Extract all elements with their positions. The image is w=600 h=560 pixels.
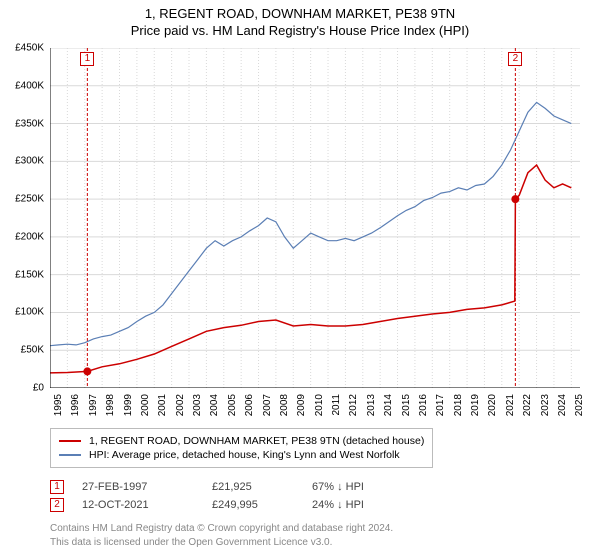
- legend-label: HPI: Average price, detached house, King…: [89, 449, 400, 461]
- x-tick-label: 2011: [331, 394, 342, 416]
- legend-box: 1, REGENT ROAD, DOWNHAM MARKET, PE38 9TN…: [50, 428, 433, 468]
- y-tick-label: £350K: [15, 118, 44, 129]
- x-axis-labels: 1995 1996 1997 1998 1999 2000 2001 2002 2003 2004…: [50, 390, 580, 430]
- y-tick-label: £450K: [15, 43, 44, 54]
- x-tick-label: 2021: [505, 394, 516, 416]
- y-tick-label: £400K: [15, 80, 44, 91]
- x-tick-label: 2005: [227, 394, 238, 416]
- attribution-footer: Contains HM Land Registry data © Crown c…: [50, 522, 393, 549]
- x-tick-label: 2016: [418, 394, 429, 416]
- x-tick-label: 2018: [453, 394, 464, 416]
- x-tick-label: 2013: [366, 394, 377, 416]
- title-address: 1, REGENT ROAD, DOWNHAM MARKET, PE38 9TN: [0, 6, 600, 21]
- transaction-marker: 2: [50, 498, 64, 512]
- x-tick-label: 1999: [123, 394, 134, 416]
- x-tick-label: 2001: [157, 394, 168, 416]
- x-tick-label: 2024: [557, 394, 568, 416]
- transaction-vs-hpi: 67% ↓ HPI: [312, 481, 432, 493]
- titles: 1, REGENT ROAD, DOWNHAM MARKET, PE38 9TN…: [0, 0, 600, 38]
- transaction-date: 12-OCT-2021: [82, 499, 212, 511]
- x-tick-label: 2010: [314, 394, 325, 416]
- x-tick-label: 2004: [209, 394, 220, 416]
- x-tick-label: 1997: [88, 394, 99, 416]
- footer-line1: Contains HM Land Registry data © Crown c…: [50, 522, 393, 536]
- legend-swatch: [59, 440, 81, 442]
- x-tick-label: 2022: [522, 394, 533, 416]
- x-tick-label: 2003: [192, 394, 203, 416]
- x-tick-label: 2014: [383, 394, 394, 416]
- chart-plot-area: 12: [50, 48, 580, 388]
- x-tick-label: 1996: [70, 394, 81, 416]
- chart-container: 1, REGENT ROAD, DOWNHAM MARKET, PE38 9TN…: [0, 0, 600, 560]
- transaction-marker: 1: [50, 480, 64, 494]
- x-tick-label: 2017: [435, 394, 446, 416]
- transaction-vs-hpi: 24% ↓ HPI: [312, 499, 432, 511]
- sale-marker-1: 1: [80, 52, 94, 66]
- legend-item: 1, REGENT ROAD, DOWNHAM MARKET, PE38 9TN…: [59, 435, 424, 447]
- y-tick-label: £200K: [15, 231, 44, 242]
- x-tick-label: 1998: [105, 394, 116, 416]
- x-tick-label: 2006: [244, 394, 255, 416]
- y-tick-label: £150K: [15, 269, 44, 280]
- transaction-price: £249,995: [212, 499, 312, 511]
- y-tick-label: £250K: [15, 194, 44, 205]
- x-tick-label: 2025: [574, 394, 585, 416]
- transactions-table: 1 27-FEB-1997£21,92567% ↓ HPI 2 12-OCT-2021…: [50, 476, 432, 516]
- x-tick-label: 1995: [53, 394, 64, 416]
- x-tick-label: 2019: [470, 394, 481, 416]
- transaction-row: 1 27-FEB-1997£21,92567% ↓ HPI: [50, 480, 432, 494]
- transaction-date: 27-FEB-1997: [82, 481, 212, 493]
- y-tick-label: £50K: [21, 345, 44, 356]
- transaction-price: £21,925: [212, 481, 312, 493]
- x-tick-label: 2002: [175, 394, 186, 416]
- x-tick-label: 2009: [296, 394, 307, 416]
- legend-item: HPI: Average price, detached house, King…: [59, 449, 424, 461]
- title-subtitle: Price paid vs. HM Land Registry's House …: [0, 23, 600, 38]
- x-tick-label: 2015: [401, 394, 412, 416]
- y-tick-label: £0: [33, 383, 44, 394]
- x-tick-label: 2020: [487, 394, 498, 416]
- x-tick-label: 2000: [140, 394, 151, 416]
- legend-label: 1, REGENT ROAD, DOWNHAM MARKET, PE38 9TN…: [89, 435, 424, 447]
- sale-marker-2: 2: [508, 52, 522, 66]
- footer-line2: This data is licensed under the Open Gov…: [50, 536, 393, 550]
- chart-svg: [50, 48, 580, 388]
- x-tick-label: 2023: [540, 394, 551, 416]
- x-tick-label: 2012: [348, 394, 359, 416]
- y-tick-label: £300K: [15, 156, 44, 167]
- transaction-row: 2 12-OCT-2021£249,99524% ↓ HPI: [50, 498, 432, 512]
- x-tick-label: 2008: [279, 394, 290, 416]
- y-axis-labels: £0£50K£100K£150K£200K£250K£300K£350K£400…: [0, 48, 48, 388]
- x-tick-label: 2007: [262, 394, 273, 416]
- y-tick-label: £100K: [15, 307, 44, 318]
- legend-swatch: [59, 454, 81, 456]
